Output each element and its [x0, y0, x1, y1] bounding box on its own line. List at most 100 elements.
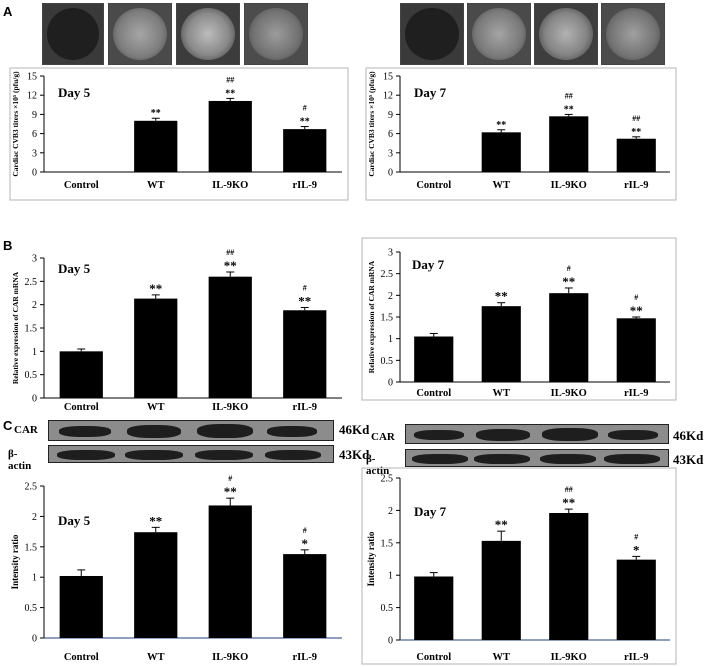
- y-tick-label: 3: [32, 148, 37, 159]
- x-tick-label: WT: [147, 652, 165, 663]
- significance-marker: **: [630, 303, 643, 318]
- y-tick-label: 0.5: [25, 603, 38, 614]
- bar: [616, 559, 656, 640]
- plaque-photo-ril9-day5: [244, 3, 308, 65]
- plaque-photo-wt-day7: [467, 3, 531, 65]
- significance-marker: **: [495, 289, 508, 304]
- chart-title: Day 5: [58, 513, 91, 528]
- chart-frame: [361, 467, 677, 665]
- panel-label-b: B: [3, 238, 13, 253]
- blot-strip-car: [405, 424, 669, 444]
- significance-marker: **: [224, 258, 237, 273]
- y-tick-label: 0.5: [25, 370, 38, 381]
- bar: [616, 138, 656, 172]
- significance-marker: **: [149, 513, 162, 528]
- y-tick-label: 1.5: [381, 313, 394, 324]
- plaque-photo-ril9-day7: [601, 3, 665, 65]
- y-tick-label: 9: [32, 110, 37, 121]
- x-tick-label: IL-9KO: [212, 180, 248, 191]
- chart-frame: [9, 67, 349, 201]
- significance-marker: *: [633, 542, 640, 557]
- plaque-photo-control-day5: [42, 3, 104, 65]
- significance-marker: #: [303, 104, 307, 113]
- x-tick-label: WT: [492, 180, 510, 191]
- bar: [208, 100, 252, 172]
- y-tick-label: 0: [32, 634, 37, 645]
- y-tick-label: 2: [388, 291, 393, 302]
- significance-marker: **: [562, 495, 575, 510]
- x-tick-label: IL-9KO: [212, 402, 248, 413]
- y-tick-label: 2.5: [25, 277, 38, 288]
- bar: [134, 298, 178, 398]
- y-axis-label: Relative expression of CAR mRNA: [367, 260, 376, 373]
- y-tick-label: 0: [388, 378, 393, 389]
- bar: [283, 554, 327, 638]
- bar: [134, 532, 178, 638]
- significance-marker: **: [298, 293, 311, 308]
- y-tick-label: 0.5: [381, 356, 394, 367]
- bar: [481, 306, 521, 382]
- significance-marker: **: [562, 274, 575, 289]
- plaque-photo-control-day7: [400, 3, 464, 65]
- significance-marker: #: [303, 526, 307, 535]
- y-axis-label: Cardiac CVB3 titers ×10⁵ (pfu/g): [11, 71, 20, 177]
- significance-marker: #: [228, 474, 232, 483]
- x-tick-label: WT: [492, 652, 510, 663]
- blot-label-actin: β-actin: [8, 448, 32, 472]
- y-tick-label: 6: [388, 129, 393, 140]
- plaque-photo-il9ko-day7: [534, 3, 598, 65]
- x-tick-label: Control: [416, 180, 451, 191]
- y-tick-label: 3: [388, 248, 393, 259]
- significance-marker: #: [567, 264, 571, 273]
- y-axis-label: Relative expression of CAR mRNA: [11, 271, 20, 384]
- y-tick-label: 2.5: [381, 269, 394, 280]
- y-tick-label: 2: [32, 512, 37, 523]
- y-axis-label: Intensity ratio: [10, 534, 20, 589]
- chart-title: Day 5: [58, 85, 91, 100]
- y-axis-label: Intensity ratio: [366, 531, 376, 586]
- significance-marker: **: [225, 88, 235, 99]
- blot-kd-actin: 43Kd: [339, 447, 370, 462]
- y-tick-label: 1: [388, 334, 393, 345]
- y-tick-label: 1: [32, 347, 37, 358]
- y-tick-label: 1.5: [25, 542, 38, 553]
- bar: [414, 336, 454, 382]
- chart-frame: [365, 67, 677, 201]
- x-tick-label: Control: [64, 180, 99, 191]
- y-tick-label: 0: [388, 636, 393, 647]
- x-tick-label: rIL-9: [624, 388, 649, 399]
- x-tick-label: Control: [416, 652, 451, 663]
- bar: [59, 575, 103, 638]
- significance-marker: **: [151, 108, 161, 119]
- bar: [134, 120, 178, 172]
- x-tick-label: rIL-9: [293, 652, 318, 663]
- x-tick-label: rIL-9: [293, 180, 318, 191]
- y-axis-label: Cardiac CVB3 titers ×10⁵ (pfu/g): [367, 71, 376, 177]
- bar: [59, 351, 103, 398]
- x-tick-label: Control: [416, 388, 451, 399]
- bar: [208, 505, 252, 638]
- chart-title: Day 7: [414, 504, 447, 519]
- x-tick-label: WT: [147, 402, 165, 413]
- y-tick-label: 2.5: [381, 474, 394, 485]
- significance-marker: **: [495, 517, 508, 532]
- bar: [549, 293, 589, 382]
- bar: [481, 132, 521, 172]
- bar: [208, 276, 252, 398]
- x-tick-label: WT: [147, 180, 165, 191]
- y-tick-label: 0: [388, 168, 393, 179]
- significance-marker: **: [496, 120, 506, 131]
- blot-strip-car: [48, 420, 334, 441]
- blot-kd-car: 46Kd: [673, 428, 704, 443]
- panel-label-a: A: [3, 4, 13, 19]
- blot-label-car: CAR: [14, 424, 38, 436]
- x-tick-label: Control: [64, 402, 99, 413]
- bar: [481, 540, 521, 640]
- significance-marker: **: [149, 281, 162, 296]
- y-tick-label: 3: [388, 148, 393, 159]
- significance-marker: ##: [632, 114, 640, 123]
- plaque-photo-il9ko-day5: [176, 3, 240, 65]
- y-tick-label: 1.5: [25, 324, 38, 335]
- y-tick-label: 12: [27, 91, 37, 102]
- chart-frame: [361, 237, 677, 401]
